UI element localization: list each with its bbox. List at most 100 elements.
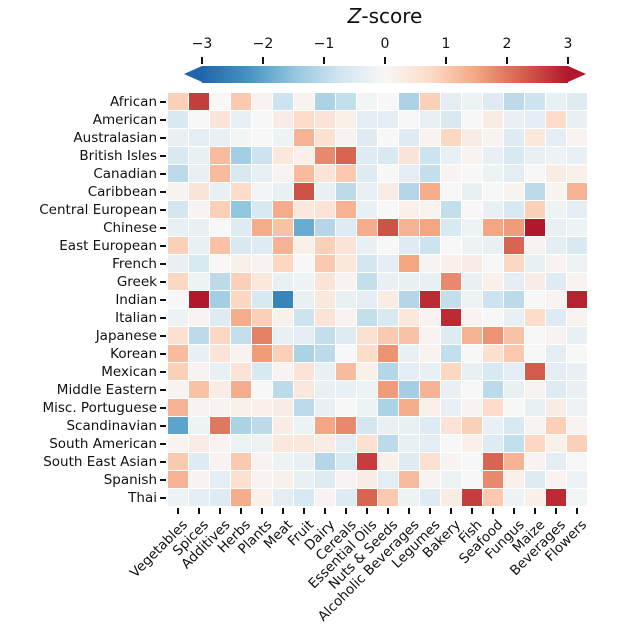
- heatmap-cell: [378, 255, 398, 272]
- heatmap-cell: [525, 147, 545, 164]
- heatmap-cell: [189, 273, 209, 290]
- heatmap-cell: [546, 255, 566, 272]
- row-label-line: British Isles: [0, 147, 168, 165]
- heatmap-cell: [546, 273, 566, 290]
- heatmap-cell: [441, 435, 461, 452]
- heatmap-cell: [231, 273, 251, 290]
- heatmap-cell: [273, 255, 293, 272]
- heatmap-cell: [441, 147, 461, 164]
- heatmap-cell: [273, 183, 293, 200]
- row-label-line: French: [0, 255, 168, 273]
- heatmap-cell: [483, 93, 503, 110]
- x-axis-tick-mark: [366, 508, 368, 514]
- heatmap-cell: [420, 129, 440, 146]
- heatmap-cell: [483, 129, 503, 146]
- heatmap-cell: [525, 309, 545, 326]
- heatmap-cell: [504, 273, 524, 290]
- heatmap-cell: [294, 111, 314, 128]
- heatmap-cell: [189, 129, 209, 146]
- heatmap-cell: [567, 201, 587, 218]
- heatmap-cell: [336, 201, 356, 218]
- heatmap-cell: [504, 147, 524, 164]
- heatmap-cell: [441, 417, 461, 434]
- heatmap-cell: [567, 327, 587, 344]
- heatmap-cell: [504, 219, 524, 236]
- heatmap-cell: [294, 93, 314, 110]
- heatmap-cell: [252, 129, 272, 146]
- heatmap-cell: [483, 147, 503, 164]
- heatmap-cell: [441, 363, 461, 380]
- heatmap-cell: [168, 453, 188, 470]
- x-axis-tick-mark: [219, 508, 221, 514]
- heatmap-cell: [420, 399, 440, 416]
- heatmap-cell: [336, 291, 356, 308]
- y-axis-tick-mark: [160, 424, 166, 427]
- heatmap-cell: [483, 417, 503, 434]
- heatmap-cell: [168, 417, 188, 434]
- colorbar-tick-label: −2: [252, 36, 274, 52]
- heatmap-cell: [357, 363, 377, 380]
- heatmap-cell: [420, 489, 440, 506]
- heatmap-cell: [420, 219, 440, 236]
- heatmap-cell: [336, 363, 356, 380]
- heatmap-cell: [546, 111, 566, 128]
- heatmap-cell: [378, 219, 398, 236]
- heatmap-cell: [231, 111, 251, 128]
- heatmap-cell: [441, 129, 461, 146]
- heatmap-cell: [441, 291, 461, 308]
- heatmap-cell: [546, 489, 566, 506]
- heatmap-cell: [399, 255, 419, 272]
- heatmap-cell: [441, 345, 461, 362]
- heatmap-cell: [168, 489, 188, 506]
- heatmap-cell: [315, 273, 335, 290]
- heatmap-cell: [357, 219, 377, 236]
- x-axis-tick-mark: [471, 508, 473, 514]
- heatmap-cell: [252, 111, 272, 128]
- heatmap-cell: [420, 345, 440, 362]
- x-axis-tick-mark: [555, 508, 557, 514]
- y-axis-tick-mark: [160, 226, 166, 229]
- heatmap-cell: [231, 435, 251, 452]
- heatmap-cell: [525, 327, 545, 344]
- heatmap-cell: [189, 111, 209, 128]
- heatmap-cell: [567, 453, 587, 470]
- heatmap-cell: [462, 219, 482, 236]
- heatmap-cell: [504, 345, 524, 362]
- heatmap-cell: [546, 399, 566, 416]
- heatmap-cell: [210, 471, 230, 488]
- heatmap-cell: [546, 291, 566, 308]
- heatmap-cell: [399, 183, 419, 200]
- heatmap-cell: [525, 183, 545, 200]
- colorbar-tick-mark: [201, 57, 203, 64]
- heatmap-cell: [378, 399, 398, 416]
- x-axis-tick-mark: [408, 508, 410, 514]
- heatmap-cell: [420, 111, 440, 128]
- heatmap-cell: [567, 489, 587, 506]
- heatmap-cell: [462, 489, 482, 506]
- heatmap-cell: [441, 309, 461, 326]
- heatmap-cell: [483, 345, 503, 362]
- heatmap-cell: [231, 183, 251, 200]
- heatmap-cell: [441, 381, 461, 398]
- row-label-line: Korean: [0, 345, 168, 363]
- heatmap-cell: [189, 291, 209, 308]
- heatmap-cell: [168, 255, 188, 272]
- heatmap-cell: [567, 165, 587, 182]
- y-axis-tick-mark: [160, 496, 166, 499]
- heatmap-cell: [378, 381, 398, 398]
- row-label-line: South American: [0, 435, 168, 453]
- heatmap-cell: [483, 111, 503, 128]
- heatmap-cell: [378, 345, 398, 362]
- heatmap-cell: [399, 201, 419, 218]
- heatmap-cell: [399, 111, 419, 128]
- heatmap-cell: [336, 129, 356, 146]
- heatmap-cell: [210, 147, 230, 164]
- heatmap-cell: [504, 183, 524, 200]
- heatmap-cell: [462, 111, 482, 128]
- heatmap-cell: [546, 453, 566, 470]
- heatmap-cell: [441, 489, 461, 506]
- heatmap-cell: [252, 399, 272, 416]
- heatmap-cell: [336, 219, 356, 236]
- heatmap-cell: [168, 93, 188, 110]
- row-label: American: [92, 111, 157, 128]
